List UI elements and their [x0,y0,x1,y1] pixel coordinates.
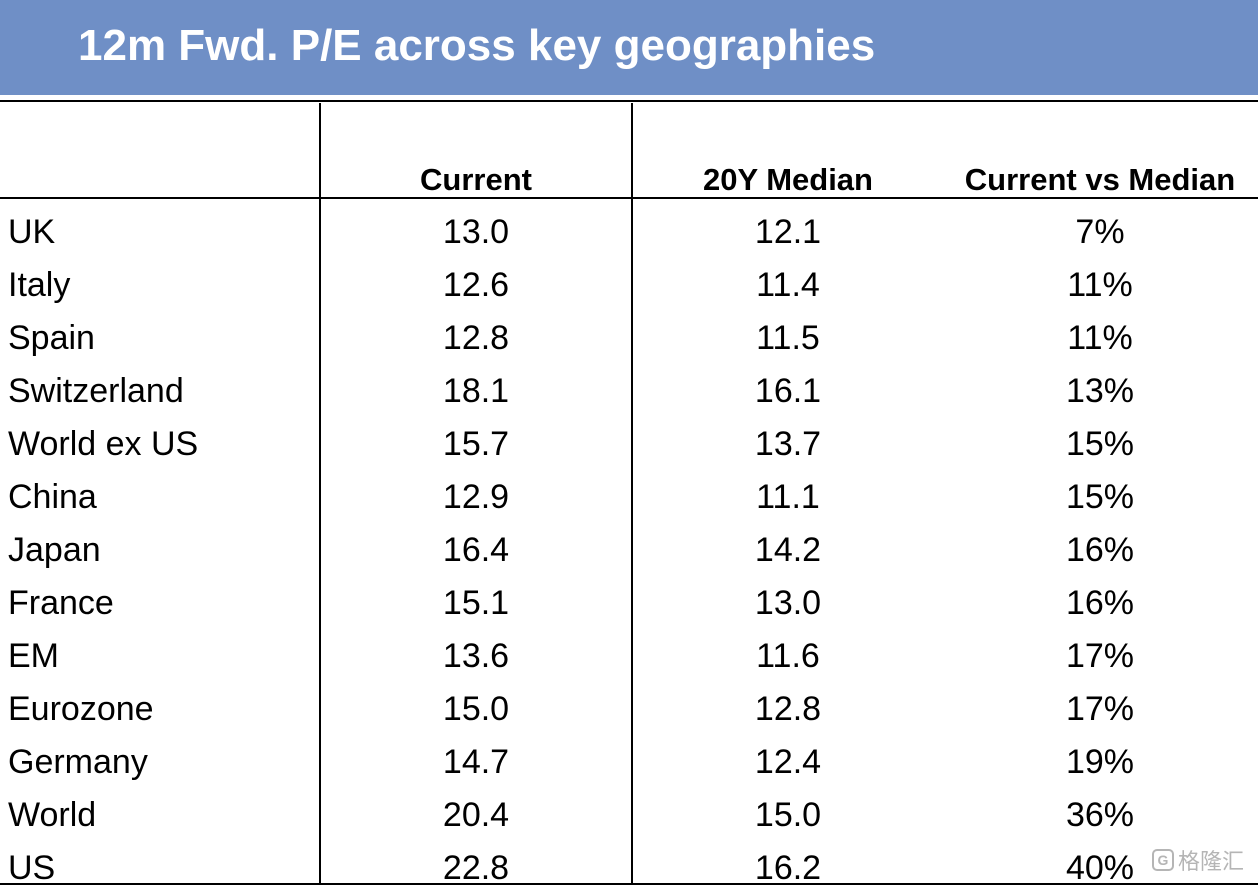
median-value: 12.8 [755,690,821,728]
current-value: 15.7 [443,425,509,463]
gelonghui-logo-icon: G [1151,849,1174,871]
watermark-text: 格隆汇 [1177,849,1244,874]
diff-value: 17% [1066,637,1134,675]
row-label: EM [8,637,59,675]
median-value: 11.5 [756,319,820,357]
diff-value: 16% [1066,584,1134,622]
median-value: 11.4 [756,266,820,304]
current-value: 13.0 [443,213,509,251]
row-label: US [8,849,55,887]
median-value: 13.7 [755,425,821,463]
median-value: 16.1 [755,372,821,410]
row-label: Japan [8,531,101,569]
diff-value: 13% [1066,372,1134,410]
diff-value: 16% [1066,531,1134,569]
median-value: 13.0 [755,584,821,622]
current-value: 15.1 [443,584,509,622]
diff-value: 11% [1067,319,1133,357]
row-label: World [8,796,96,834]
median-value: 12.1 [755,213,821,251]
diff-value: 36% [1066,796,1134,834]
current-value: 20.4 [443,796,509,834]
current-value: 16.4 [443,531,509,569]
current-value: 22.8 [443,849,509,887]
current-value: 18.1 [443,372,509,410]
row-label: Germany [8,743,148,781]
median-value: 15.0 [755,796,821,834]
pe-table-svg: Current 20Y Median Current vs Median UK 13.0… [0,100,1258,887]
median-value: 14.2 [755,531,821,569]
title-bar: 12m Fwd. P/E across key geographies [0,0,1258,95]
current-value: 12.8 [443,319,509,357]
current-value: 12.9 [443,478,509,516]
current-value: 15.0 [443,690,509,728]
row-label: Switzerland [8,372,184,410]
median-value: 12.4 [755,743,821,781]
row-label: France [8,584,114,622]
diff-value: 15% [1066,478,1134,516]
row-label: China [8,478,97,516]
median-value: 11.6 [756,637,820,675]
current-value: 12.6 [443,266,509,304]
row-label: Italy [8,266,70,304]
diff-value: 19% [1066,743,1134,781]
diff-value: 7% [1075,213,1124,251]
diff-value: 40% [1066,849,1134,887]
diff-value: 15% [1066,425,1134,463]
median-value: 16.2 [755,849,821,887]
row-label: Spain [8,319,95,357]
column-header: Current [420,162,532,197]
row-label: World ex US [8,425,198,463]
current-value: 14.7 [443,743,509,781]
row-label: Eurozone [8,690,154,728]
diff-value: 11% [1067,266,1133,304]
diff-value: 17% [1066,690,1134,728]
median-value: 11.1 [756,478,820,516]
column-header: Current vs Median [965,162,1235,197]
current-value: 13.6 [443,637,509,675]
column-header: 20Y Median [703,162,873,197]
chart-title: 12m Fwd. P/E across key geographies [78,21,876,70]
pe-table: Current 20Y Median Current vs Median UK 13.0… [0,95,1258,888]
row-label: UK [8,213,56,251]
watermark: G 格隆汇 [1151,844,1244,876]
